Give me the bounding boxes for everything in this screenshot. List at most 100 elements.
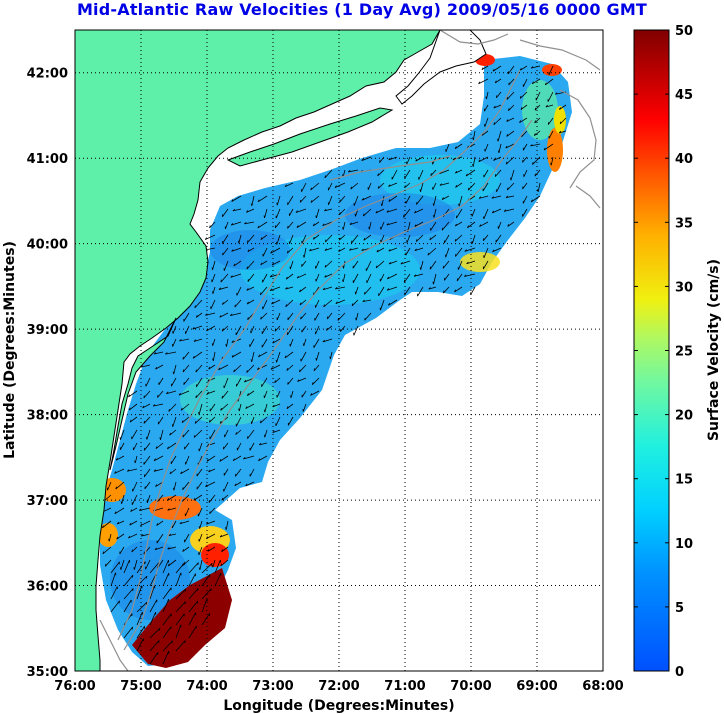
velocity-arrow <box>179 338 190 342</box>
velocity-arrow-head <box>299 302 302 306</box>
velocity-arrow <box>335 299 346 304</box>
velocity-arrow-head <box>153 352 157 355</box>
velocity-arrow-head <box>325 239 327 243</box>
velocity-arrow-head <box>210 563 213 566</box>
velocity-arrow <box>388 195 398 202</box>
velocity-arrow <box>182 364 190 373</box>
velocity-arrow <box>349 221 359 225</box>
velocity-arrow <box>167 507 177 511</box>
velocity-arrow <box>388 260 398 265</box>
velocity-arrow-head <box>260 262 263 266</box>
velocity-arrow-head <box>478 159 481 162</box>
velocity-arrow <box>162 573 170 587</box>
velocity-arrow <box>537 182 541 192</box>
velocity-arrow <box>534 130 541 136</box>
velocity-arrow <box>486 91 489 100</box>
velocity-arrow-head <box>211 267 213 270</box>
velocity-arrow-head <box>464 249 467 252</box>
isobath <box>439 30 509 45</box>
velocity-arrow <box>175 572 182 587</box>
velocity-arrow-head <box>263 215 265 218</box>
velocity-arrow <box>196 312 203 318</box>
velocity-arrow-head <box>315 215 317 219</box>
velocity-arrow <box>172 416 177 427</box>
velocity-arrow-head <box>116 521 120 525</box>
velocity-arrow-head <box>205 484 208 487</box>
velocity-arrow <box>218 364 229 371</box>
velocity-arrow <box>182 351 190 360</box>
velocity-arrow <box>233 455 242 462</box>
velocity-arrow-head <box>286 368 289 371</box>
velocity-arrow <box>285 286 294 290</box>
velocity-arrow-head <box>419 189 421 192</box>
isobath <box>329 155 451 181</box>
velocity-arrow <box>414 208 424 214</box>
velocity-arrow-head <box>180 471 183 474</box>
velocity-arrow <box>142 403 151 409</box>
velocity-arrow <box>355 286 359 295</box>
x-axis-label: Longitude (Degrees:Minutes) <box>223 698 454 714</box>
velocity-arrow <box>270 286 281 292</box>
velocity-arrow-head <box>246 393 249 396</box>
velocity-arrow <box>145 559 151 570</box>
velocity-arrow <box>114 468 125 474</box>
velocity-arrow <box>223 442 229 450</box>
velocity-arrow-head <box>510 177 512 181</box>
velocity-arrow <box>193 338 203 342</box>
velocity-arrow-head <box>206 522 209 525</box>
velocity-arrow <box>310 390 320 396</box>
velocity-arrow <box>314 312 320 321</box>
velocity-arrow <box>351 234 359 244</box>
velocity-arrow <box>433 273 437 285</box>
velocity-arrow <box>404 169 411 179</box>
velocity-arrow-head <box>235 432 237 435</box>
velocity-arrow-head <box>505 195 509 198</box>
velocity-arrow <box>188 588 199 600</box>
velocity-arrow-head <box>388 261 392 265</box>
velocity-arrow <box>506 117 515 122</box>
velocity-arrow-head <box>351 303 354 306</box>
velocity-arrow <box>287 221 294 229</box>
velocity-arrow-head <box>270 367 273 370</box>
velocity-arrow <box>520 104 528 110</box>
velocity-arrow <box>334 182 346 188</box>
velocity-arrow <box>182 546 190 552</box>
velocity-arrow-head <box>388 302 391 306</box>
velocity-arrow-head <box>220 407 222 411</box>
velocity-arrow <box>134 559 138 570</box>
velocity-arrow <box>455 143 463 150</box>
velocity-arrow <box>491 195 502 199</box>
velocity-arrow <box>519 117 528 124</box>
velocity-arrow <box>221 325 229 332</box>
velocity-arrow <box>414 273 424 277</box>
velocity-arrow <box>173 364 177 375</box>
velocity-arrow <box>432 182 437 190</box>
velocity-arrow-head <box>339 199 341 203</box>
velocity-arrow-head <box>155 366 158 370</box>
velocity-arrow <box>194 416 203 424</box>
velocity-arrow <box>212 286 216 294</box>
velocity-arrow <box>299 195 307 203</box>
velocity-arrow <box>362 299 372 303</box>
velocity-arrow-head <box>207 549 210 552</box>
velocity-arrow-head <box>388 199 391 202</box>
y-tick-label: 36:00 <box>27 580 68 595</box>
velocity-arrow <box>444 273 450 281</box>
velocity-arrow-head <box>555 92 558 95</box>
velocity-arrow-head <box>324 275 327 278</box>
velocity-arrow <box>110 561 120 574</box>
velocity-arrow <box>497 130 502 142</box>
velocity-arrow-head <box>377 173 379 176</box>
velocity-arrow <box>493 117 502 126</box>
velocity-arrow <box>157 494 164 503</box>
velocity-arrow-head <box>166 391 169 394</box>
velocity-arrow-head <box>178 392 181 396</box>
velocity-arrow-head <box>350 186 353 190</box>
velocity-arrow <box>199 520 203 529</box>
velocity-arrow <box>523 169 528 177</box>
velocity-arrow <box>405 195 411 204</box>
velocity-arrow <box>324 247 333 251</box>
velocity-arrow <box>182 559 190 567</box>
landmass <box>75 30 487 671</box>
velocity-arrow <box>183 312 190 322</box>
